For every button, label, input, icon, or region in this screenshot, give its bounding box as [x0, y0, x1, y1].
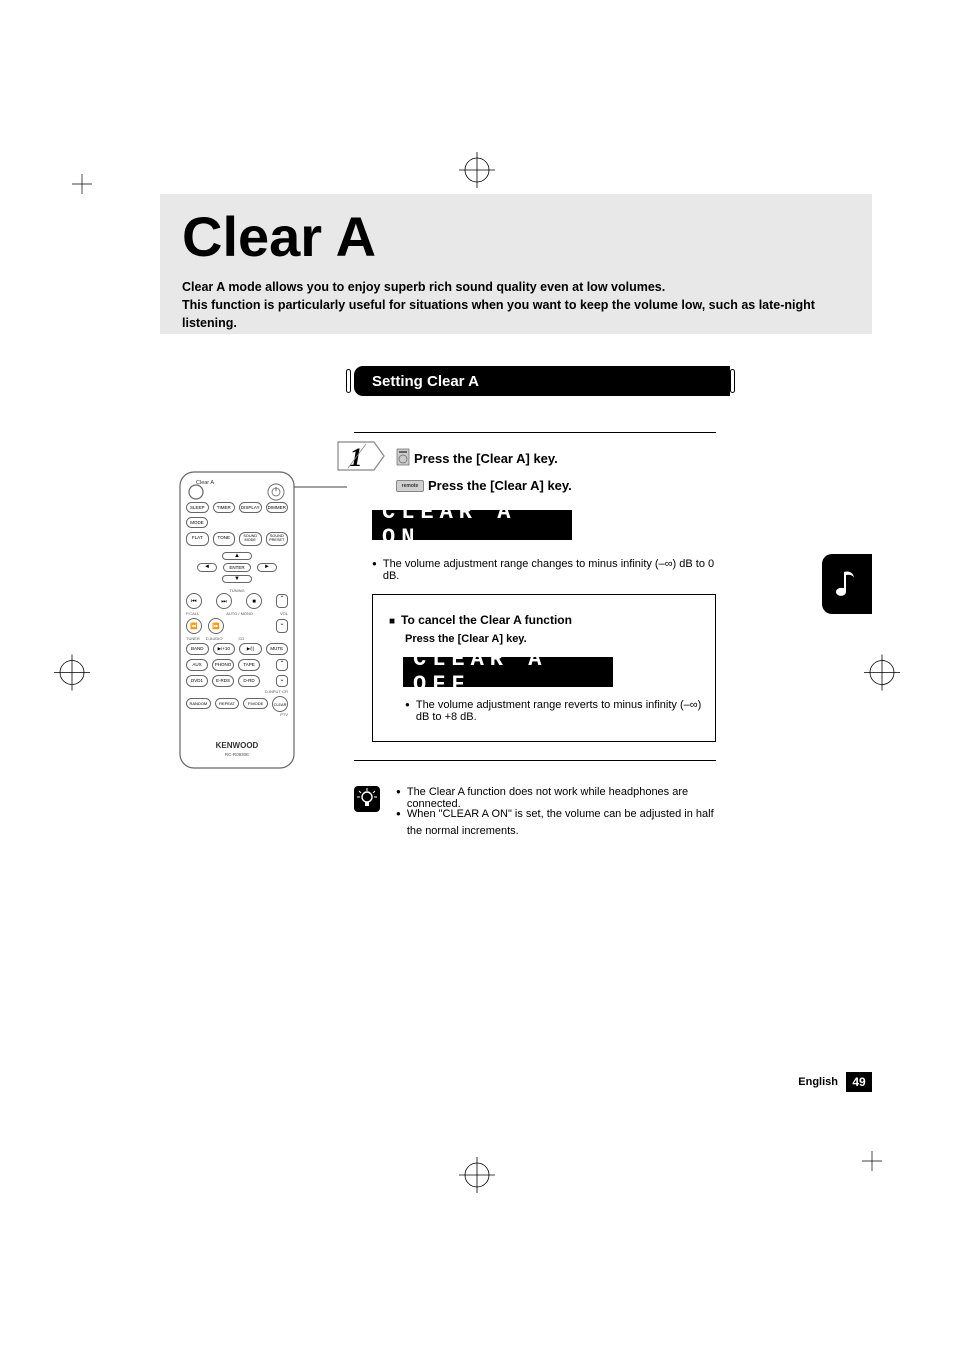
remote-btn: FLAT — [186, 532, 209, 546]
remote-btn: BAND — [186, 643, 209, 655]
remote-btn: TAPE — [238, 659, 260, 671]
divider — [354, 432, 716, 433]
remote-btn: REPEAT — [215, 698, 240, 709]
remote-model: RC-R0830E — [225, 752, 249, 757]
cancel-sub: Press the [Clear A] key. — [405, 633, 699, 645]
remote-vol-down-btn: ⌄ — [276, 619, 288, 633]
remote-btn: D-RD — [238, 675, 260, 687]
remote-left-btn: ◄ — [197, 563, 217, 572]
tip-lightbulb-icon — [354, 786, 380, 812]
remote-btn: E-RDS — [212, 675, 234, 687]
section-header: Setting Clear A — [354, 366, 730, 396]
remote-btn: TIMER — [213, 502, 236, 513]
remote-input-up-btn: ⌃ — [276, 659, 288, 671]
remote-btn: ▶/|| — [239, 643, 262, 655]
remote-badge-icon: remote — [396, 480, 424, 492]
remote-btn: SOUND PRESET — [266, 532, 289, 546]
remote-btn: ▶/+10 — [213, 643, 236, 655]
remote-label: D.INPUT·CR — [186, 689, 288, 694]
page-title: Clear A — [182, 204, 376, 269]
step-text: Press the [Clear A] key. — [414, 451, 558, 466]
bullet-icon — [396, 806, 401, 839]
remote-vol-up-btn: ⌃ — [276, 594, 288, 608]
remote-label: P.CALL — [186, 611, 199, 616]
remote-btn: DISPLAY — [239, 502, 262, 513]
lcd-display-on: CLEAR A ON — [372, 510, 572, 540]
divider — [354, 760, 716, 761]
page-footer: English 49 — [798, 1072, 872, 1092]
step-number-flag: 1 — [336, 438, 386, 478]
remote-btn: TONE — [213, 532, 236, 546]
remote-btn: DIMMER — [266, 502, 289, 513]
crop-mark-corner — [862, 1151, 882, 1176]
bullet-text: The volume adjustment range changes to m… — [383, 558, 716, 582]
remote-btn: CLEAR — [272, 696, 288, 712]
manual-page: Clear A Clear A mode allows you to enjoy… — [0, 0, 954, 1350]
step-instruction-main: Press the [Clear A] key. — [396, 448, 558, 469]
remote-ff-btn: ⏩ — [208, 618, 224, 634]
remote-next-btn: ⏭ — [216, 593, 232, 609]
remote-right-btn: ► — [257, 563, 277, 572]
cancel-box: To cancel the Clear A function Press the… — [372, 594, 716, 742]
cancel-title: To cancel the Clear A function — [389, 613, 699, 627]
crop-mark-left — [54, 655, 90, 696]
remote-btn: DVD1 — [186, 675, 208, 687]
music-note-tab — [822, 554, 872, 614]
square-bullet-icon — [389, 613, 401, 627]
remote-btn: MUTE — [266, 643, 289, 655]
crop-mark-top — [459, 152, 495, 193]
section-header-text: Setting Clear A — [372, 373, 479, 390]
footer-page-number: 49 — [846, 1072, 872, 1092]
bullet-text: The volume adjustment range reverts to m… — [416, 699, 715, 723]
remote-btn: P.MODE — [243, 698, 268, 709]
bullet-note: The volume adjustment range changes to m… — [372, 558, 716, 582]
step-text: Press the [Clear A] key. — [428, 478, 572, 493]
remote-label: TUNER — [186, 636, 200, 641]
bullet-icon — [405, 699, 410, 723]
crop-mark-right — [864, 655, 900, 696]
remote-btn: MODE — [186, 517, 208, 528]
step-instruction-remote: remote Press the [Clear A] key. — [396, 478, 572, 493]
remote-btn: SLEEP — [186, 502, 209, 513]
bullet-note: The volume adjustment range reverts to m… — [405, 699, 715, 723]
remote-rew-btn: ⏪ — [186, 618, 202, 634]
tip-note: When "CLEAR A ON" is set, the volume can… — [396, 806, 716, 839]
remote-control-diagram: Clear A KENWOOD RC-R0830E SLEEP TIMER DI… — [178, 470, 296, 775]
remote-label: D.AUDIO — [206, 636, 223, 641]
remote-btn: AUX — [186, 659, 208, 671]
remote-prev-btn: ⏮ — [186, 593, 202, 609]
remote-up-btn: ▲ — [222, 552, 252, 560]
remote-label: AUTO / MONO — [226, 611, 253, 616]
footer-language: English — [798, 1076, 838, 1088]
lcd-display-off: CLEAR A OFF — [403, 657, 613, 687]
remote-stop-btn: ■ — [246, 593, 262, 609]
remote-label: VOL — [280, 611, 288, 616]
tip-text: When "CLEAR A ON" is set, the volume can… — [407, 806, 716, 839]
remote-btn: PHONO — [212, 659, 234, 671]
unit-icon — [396, 448, 410, 469]
remote-btn: SOUND MODE — [239, 532, 262, 546]
remote-enter-btn: ENTER — [223, 563, 251, 572]
crop-mark-bottom — [459, 1157, 495, 1198]
remote-label: PTV — [186, 712, 288, 717]
remote-brand: KENWOOD — [216, 741, 259, 750]
remote-input-down-btn: ⌄ — [276, 675, 288, 687]
remote-label: CD — [238, 636, 244, 641]
crop-mark-corner — [72, 174, 92, 199]
bullet-icon — [372, 558, 377, 582]
remote-btn: RANDOM — [186, 698, 211, 709]
page-subtitle: Clear A mode allows you to enjoy superb … — [182, 278, 854, 332]
remote-down-btn: ▼ — [222, 575, 252, 583]
